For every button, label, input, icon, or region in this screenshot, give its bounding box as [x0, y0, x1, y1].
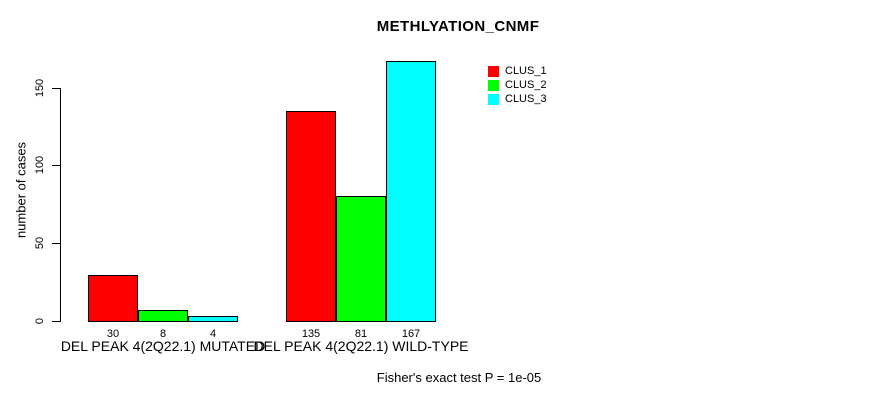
legend-item: CLUS_1 [488, 64, 547, 78]
bar-clus_3-group2 [386, 61, 436, 322]
y-axis-label: number of cases [13, 141, 29, 239]
stat-annotation: Fisher's exact test P = 1e-05 [376, 370, 542, 385]
y-tick [52, 243, 60, 244]
bar-clus_1-group2 [286, 111, 336, 322]
y-tick [52, 321, 60, 322]
bar-clus_2-group1 [138, 310, 188, 322]
bar-value-label: 135 [301, 328, 321, 340]
bar-clus_2-group2 [336, 196, 386, 322]
y-tick-label: 150 [34, 78, 46, 98]
y-tick [52, 165, 60, 166]
legend-swatch-clus_3 [488, 93, 499, 105]
bar-value-label: 167 [401, 328, 421, 340]
y-tick-label: 50 [34, 236, 46, 250]
x-group-label: DEL PEAK 4(2Q22.1) MUTATED [60, 338, 266, 354]
bar-value-label: 81 [354, 328, 368, 340]
y-tick-label: 100 [34, 155, 46, 175]
legend-swatch-clus_2 [488, 79, 499, 91]
legend-label: CLUS_1 [505, 65, 547, 77]
bar-clus_1-group1 [88, 275, 138, 322]
bar-value-label: 30 [106, 328, 120, 340]
bar-clus_3-group1 [188, 316, 238, 322]
bar-value-label: 4 [209, 328, 217, 340]
legend: CLUS_1 CLUS_2 CLUS_3 [488, 64, 547, 106]
chart-title: METHLYATION_CNMF [376, 18, 540, 35]
legend-label: CLUS_3 [505, 93, 547, 105]
y-axis-line [60, 88, 61, 322]
legend-item: CLUS_3 [488, 92, 547, 106]
legend-label: CLUS_2 [505, 79, 547, 91]
y-tick-label: 0 [34, 317, 46, 325]
bar-value-label: 8 [159, 328, 167, 340]
y-tick [52, 88, 60, 89]
legend-swatch-clus_1 [488, 65, 499, 77]
legend-item: CLUS_2 [488, 78, 547, 92]
x-group-label: DEL PEAK 4(2Q22.1) WILD-TYPE [253, 338, 469, 354]
